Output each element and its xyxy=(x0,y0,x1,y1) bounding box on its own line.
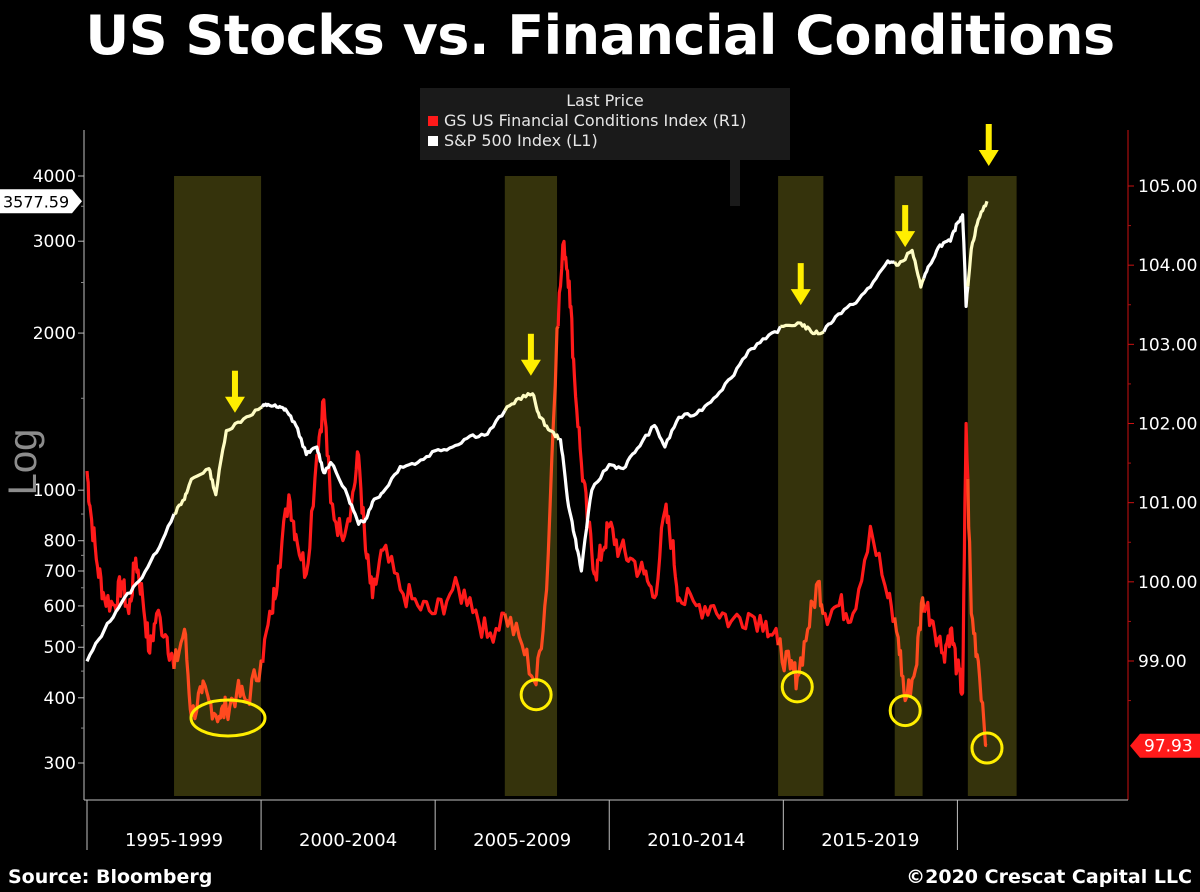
arrow-head xyxy=(895,231,916,248)
x-period-label: 1995-1999 xyxy=(125,830,223,851)
arrow-shaft xyxy=(902,205,909,234)
fci-line-segment-6 xyxy=(823,524,897,627)
arrow-shaft xyxy=(985,124,992,152)
legend-label-spx: S&P 500 Index (L1) xyxy=(444,131,598,150)
spx-line-segment-2 xyxy=(260,402,507,526)
source-note: Source: Bloomberg xyxy=(8,866,213,888)
arrow-head xyxy=(978,150,999,166)
circle-4 xyxy=(888,694,922,728)
legend-swatch-red xyxy=(428,116,438,126)
x-period-label: 2000-2004 xyxy=(299,830,397,851)
fci-line-segment-1 xyxy=(172,627,264,724)
legend-tab xyxy=(730,160,740,206)
spx-line-segment-0 xyxy=(85,513,176,662)
left-tick-label: 800 xyxy=(44,532,76,552)
arrow-head xyxy=(520,359,541,376)
arrow-3 xyxy=(790,263,811,306)
chart-title: US Stocks vs. Financial Conditions xyxy=(85,4,1115,67)
left-tick-label: 600 xyxy=(44,597,76,617)
left-tick-label: 4000 xyxy=(33,167,76,187)
arrow-head xyxy=(224,396,245,413)
last-value-tag-spx: 3577.59 xyxy=(0,189,82,214)
spx-line-segment-5 xyxy=(780,321,825,336)
left-tick-label: 400 xyxy=(44,689,76,709)
legend-header: Last Price xyxy=(566,91,644,110)
circle-2 xyxy=(519,678,553,712)
legend-swatch-white xyxy=(428,136,438,146)
left-tick-label: 2000 xyxy=(33,324,76,344)
last-value-tag-fci: 97.93 xyxy=(1130,733,1200,758)
axes xyxy=(78,130,1134,850)
arrow-shaft xyxy=(231,370,238,399)
fci-line-segment-7 xyxy=(893,596,926,703)
fci-line-segment-5 xyxy=(776,579,825,691)
left-tick-label: 3000 xyxy=(33,232,76,252)
spx-line-segment-7 xyxy=(893,248,926,289)
fci-line-segment-8 xyxy=(922,421,970,696)
spx-line-segment-3 xyxy=(503,392,561,441)
right-tick-label: 99.00 xyxy=(1138,652,1187,672)
right-tick-label: 105.00 xyxy=(1138,177,1197,197)
arrow-5 xyxy=(978,124,999,166)
fci-line-segment-4 xyxy=(556,239,780,646)
arrow-1 xyxy=(224,370,245,413)
x-period-label: 2005-2009 xyxy=(473,830,571,851)
spx-line-segment-8 xyxy=(922,213,970,308)
legend: Last Price GS US Financial Conditions In… xyxy=(420,88,790,160)
last-value-spx: 3577.59 xyxy=(3,192,69,211)
fci-line-segment-0 xyxy=(85,470,176,670)
arrow-shaft xyxy=(527,333,534,362)
last-value-tag-spx-bg xyxy=(0,189,82,214)
annotations xyxy=(189,124,1004,765)
spx-line-segment-4 xyxy=(558,325,782,573)
right-tick-label: 101.00 xyxy=(1138,494,1197,514)
legend-item-fci: GS US Financial Conditions Index (R1) xyxy=(420,111,790,130)
arrow-shaft xyxy=(797,263,804,292)
highlight-band-2 xyxy=(504,176,558,796)
circle-1 xyxy=(189,698,267,738)
arrow-2 xyxy=(520,333,541,376)
fci-line-segment-3 xyxy=(503,325,560,687)
arrow-head xyxy=(790,289,811,306)
x-period-label: 2015-2019 xyxy=(821,830,919,851)
series-lines xyxy=(85,200,989,748)
right-tick-label: 104.00 xyxy=(1138,256,1197,276)
left-axis-label: Log xyxy=(1,429,45,496)
spx-line-segment-6 xyxy=(822,259,896,333)
highlight-band-5 xyxy=(967,176,1017,796)
left-tick-label: 700 xyxy=(44,562,76,582)
circle-3 xyxy=(780,670,814,704)
left-tick-label: 1000 xyxy=(33,481,76,501)
legend-label-fci: GS US Financial Conditions Index (R1) xyxy=(444,111,747,130)
fci-line-segment-9 xyxy=(966,478,988,748)
fci-line-segment-2 xyxy=(261,398,506,663)
last-value-fci: 97.93 xyxy=(1144,737,1193,757)
copyright-note: ©2020 Crescat Capital LLC xyxy=(906,866,1192,888)
spx-line-segment-1 xyxy=(173,405,264,516)
right-tick-label: 102.00 xyxy=(1138,415,1197,435)
x-period-label: 2010-2014 xyxy=(647,830,745,851)
circle-5 xyxy=(970,731,1004,765)
legend-item-spx: S&P 500 Index (L1) xyxy=(420,131,790,150)
arrow-4 xyxy=(895,205,916,248)
axis-labels: 4000 3000 2000 1000 800 700 600 500 400 300 Log 105… xyxy=(0,167,1200,851)
last-value-tag-fci-bg xyxy=(1130,733,1200,758)
right-tick-label: 103.00 xyxy=(1138,335,1197,355)
spx-line-segment-9 xyxy=(966,200,989,287)
left-tick-label: 500 xyxy=(44,638,76,658)
right-tick-label: 100.00 xyxy=(1138,573,1197,593)
left-tick-label: 300 xyxy=(44,754,76,774)
